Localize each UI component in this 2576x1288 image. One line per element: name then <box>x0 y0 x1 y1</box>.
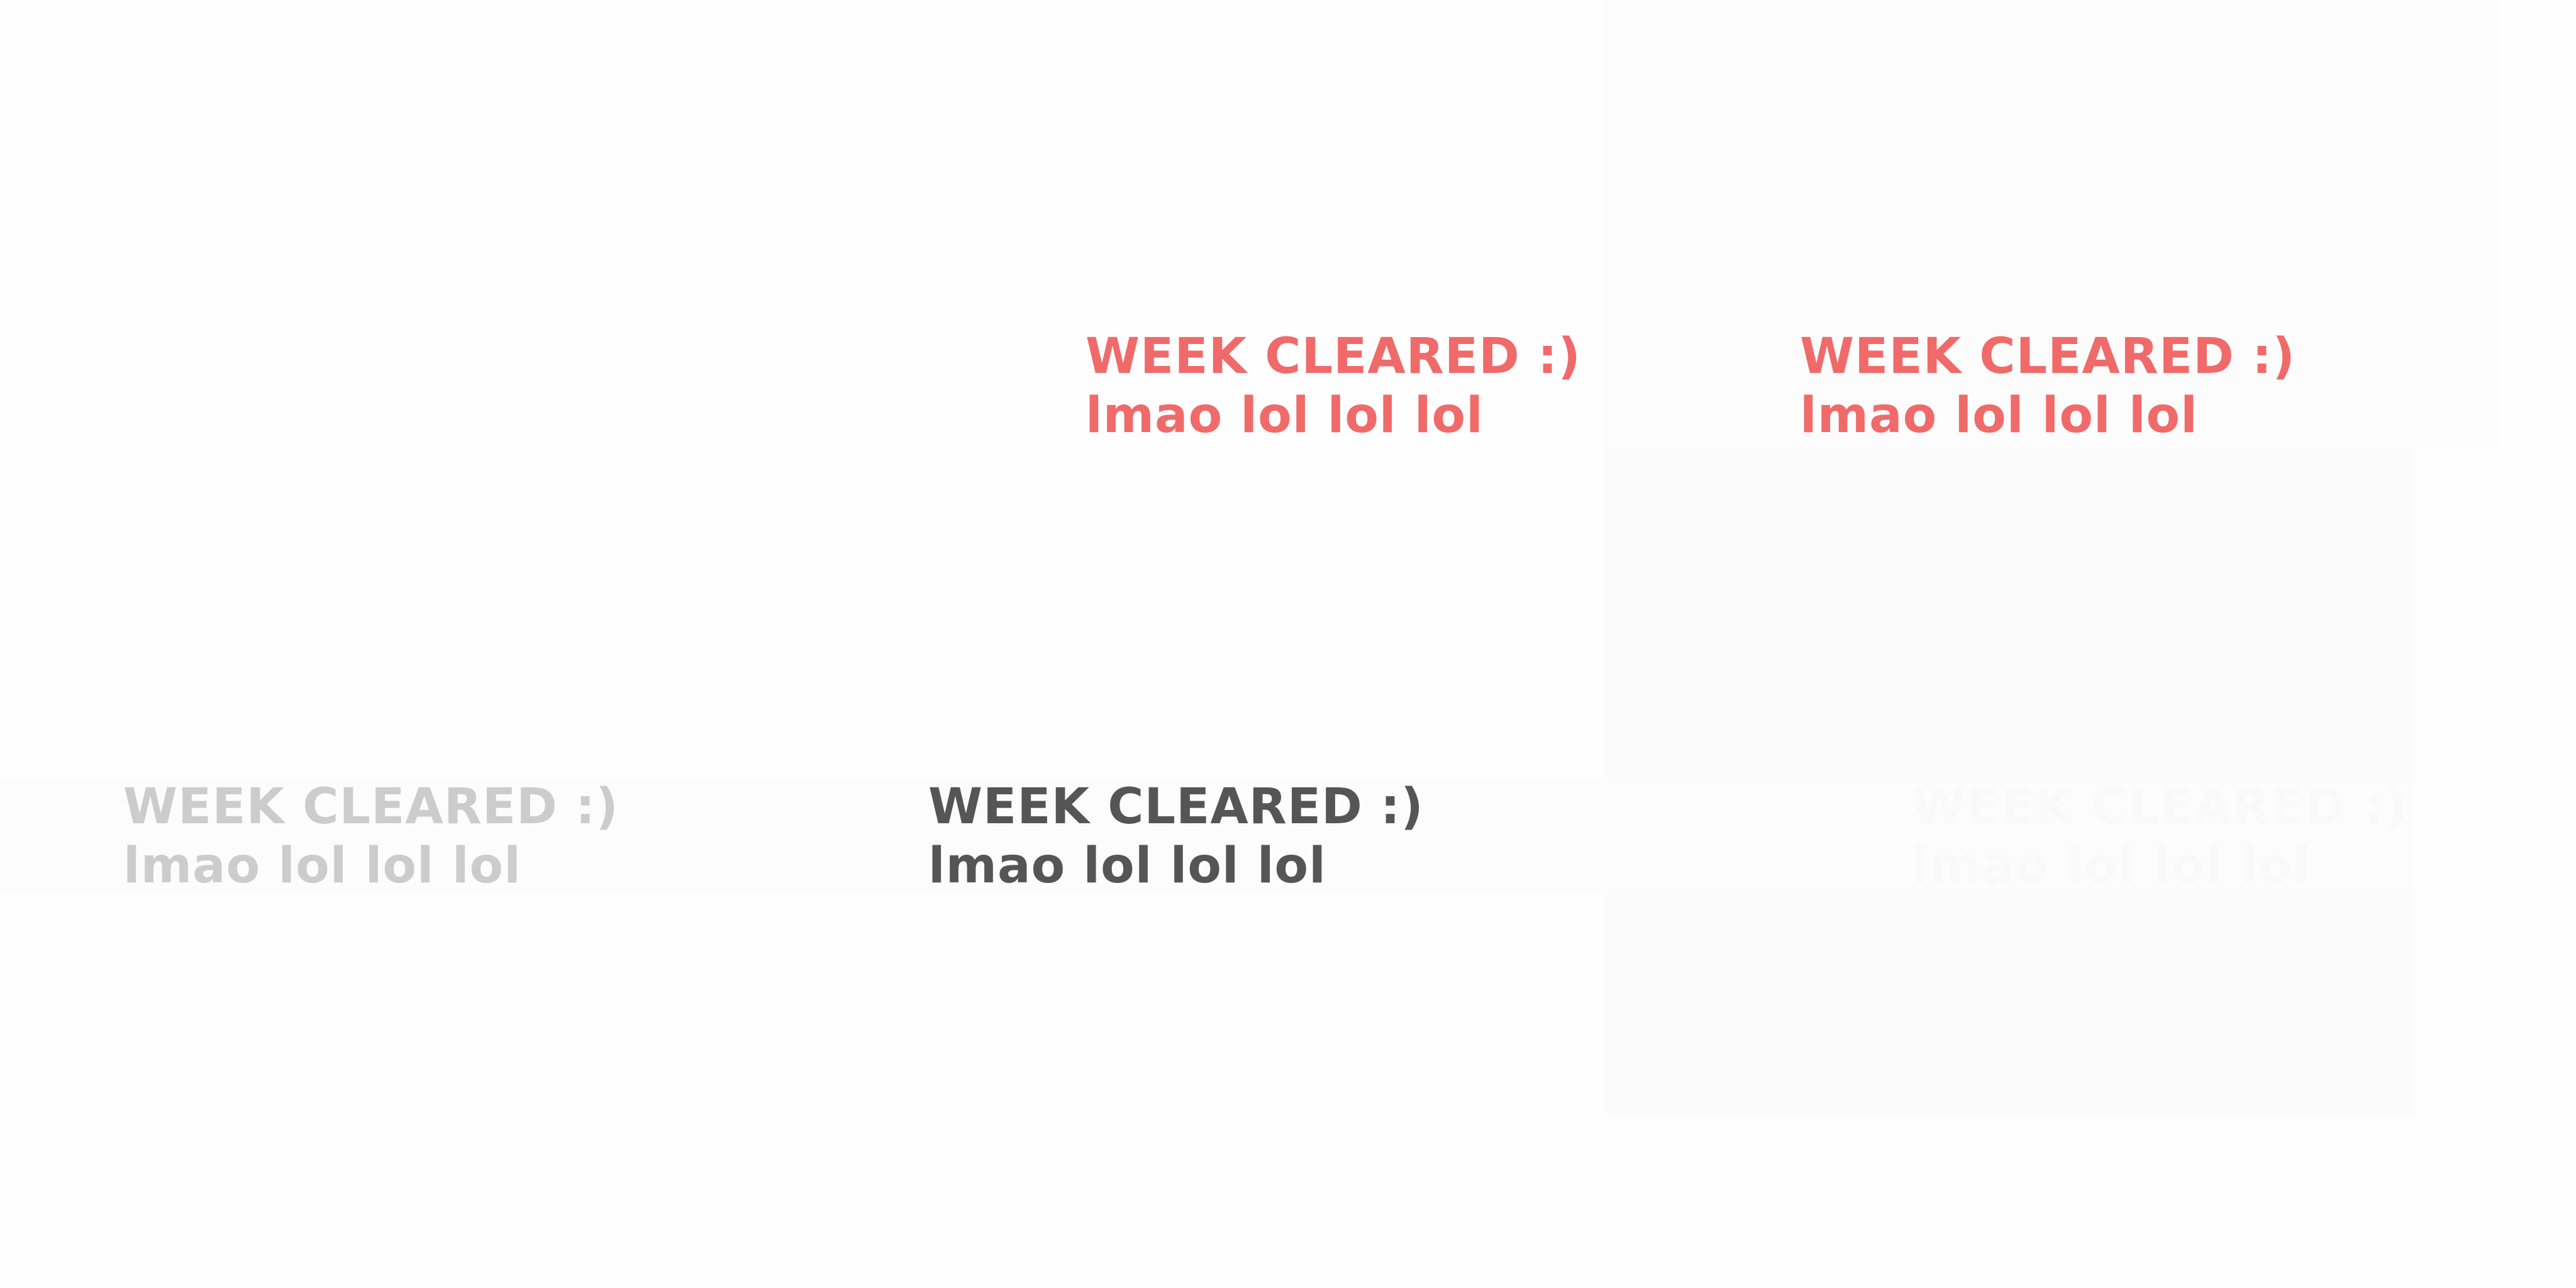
week-cleared-subtitle: lmao lol lol lol <box>1800 387 2198 444</box>
week-cleared-subtitle: lmao lol lol lol <box>1912 838 2310 894</box>
week-cleared-label-faded: WEEK CLEARED :) lmao lol lol lol <box>123 777 619 896</box>
week-cleared-title: WEEK CLEARED :) <box>1800 328 2296 385</box>
week-cleared-label-white: WEEK CLEARED :) lmao lol lol lol <box>1912 777 2407 896</box>
week-cleared-title: WEEK CLEARED :) <box>928 779 1424 835</box>
week-cleared-title: WEEK CLEARED :) <box>1912 779 2407 835</box>
week-cleared-label-red-1: WEEK CLEARED :) lmao lol lol lol <box>1085 327 1581 445</box>
week-cleared-label-red-2: WEEK CLEARED :) lmao lol lol lol <box>1800 327 2296 445</box>
background-panel-mid-band <box>0 780 2415 893</box>
week-cleared-subtitle: lmao lol lol lol <box>1085 387 1484 444</box>
week-cleared-label-dark: WEEK CLEARED :) lmao lol lol lol <box>928 777 1424 896</box>
week-cleared-subtitle: lmao lol lol lol <box>928 838 1326 894</box>
week-cleared-subtitle: lmao lol lol lol <box>123 838 521 894</box>
week-cleared-title: WEEK CLEARED :) <box>1085 328 1581 385</box>
week-cleared-title: WEEK CLEARED :) <box>123 779 619 835</box>
background-panel-top-right <box>1604 0 2497 448</box>
